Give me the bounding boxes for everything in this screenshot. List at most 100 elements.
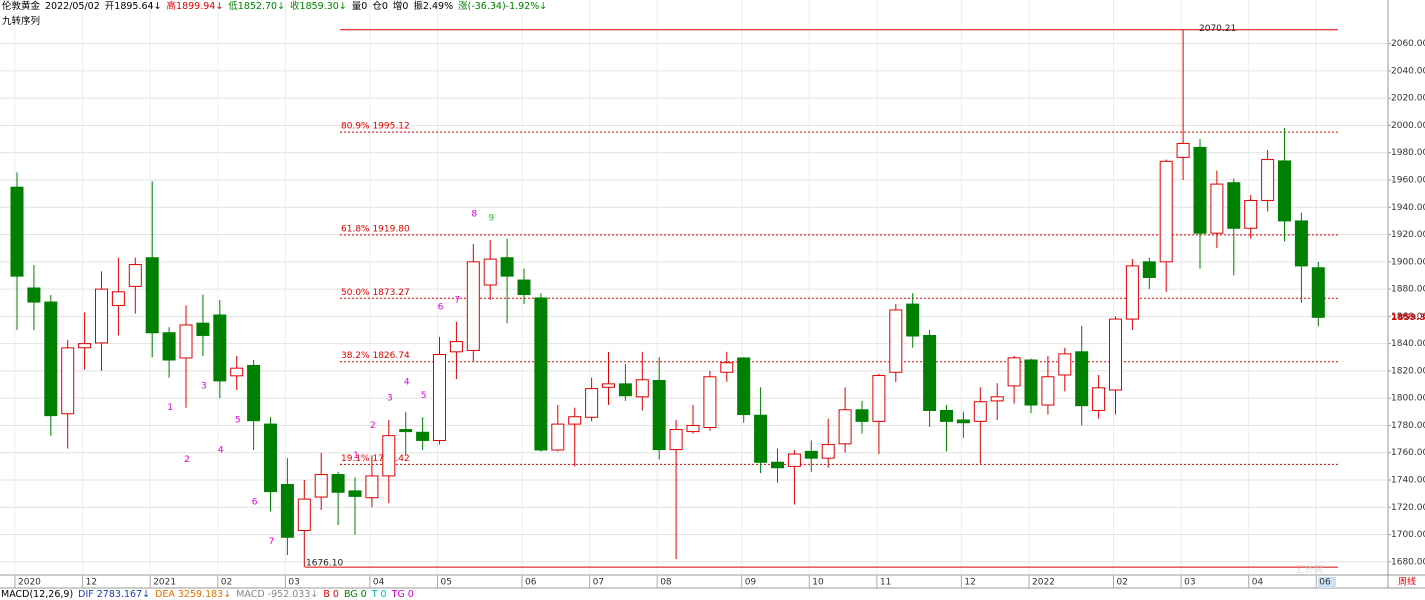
date-highlight [1318,577,1336,588]
y-tick-label: 1980.00 [1391,148,1425,158]
candle-body [500,257,514,277]
td-count: 8 [471,210,477,220]
td-count: 7 [455,295,461,305]
candle-body [382,435,396,477]
y-tick-label: 1960.00 [1391,176,1425,186]
candle-body [635,379,649,398]
candle-body [618,383,632,397]
candle-body [804,450,818,459]
candle-body [95,288,108,344]
candle-body [669,429,683,451]
candle-body [399,429,413,433]
td-count: 5 [421,391,427,401]
candle-body [1125,265,1139,320]
candle-body [956,419,970,424]
candle-body [787,453,801,467]
candle-body [297,498,311,531]
y-tick-label: 1940.00 [1391,203,1425,213]
x-tick-label: 02 [221,578,232,588]
candle-body [145,257,159,334]
candle-body [703,376,717,429]
quote-field: 仓0 [372,1,388,12]
candle-body [27,287,41,303]
quote-field: 低1852.70↓ [228,1,286,12]
td-count: 1 [353,451,359,461]
candle-body [652,379,666,451]
candle-body [1092,387,1106,411]
x-tick-label: 04 [1252,578,1264,588]
candle-body [1041,376,1055,406]
candle-body [1058,353,1072,376]
quote-header: 伦敦黄金 2022/05/02 开1895.64↓ 高1899.94↓ 低1852.70… [2,1,547,13]
td-count: 2 [370,421,376,431]
candle-body [247,364,261,422]
candle-body [585,388,599,418]
candle-body [314,474,328,498]
candle-body [1193,146,1207,234]
quote-field: 量0 [351,1,368,12]
period-label: 周线 [1398,576,1416,588]
x-tick-label: 02 [1117,578,1128,588]
macd-field: TG 0 [391,589,414,600]
x-tick-label: 04 [373,578,385,588]
x-tick-label: 03 [1184,578,1195,588]
candle-body [78,343,92,349]
candle-body [1227,182,1241,229]
fib-label: 80.9% 1995.12 [341,122,410,132]
y-tick-label: 1900.00 [1391,257,1425,267]
candle-body [602,383,615,388]
td-count: 6 [252,498,258,508]
candle-body [686,424,700,433]
candle-body [449,341,463,353]
candle-body [348,490,362,497]
x-tick-label: 11 [880,578,891,588]
x-tick-label: 12 [86,578,97,588]
y-tick-label: 1860.00 [1391,312,1425,322]
candle-body [1176,142,1190,158]
td-count: 6 [438,302,444,312]
indicator-name: 九转序列 [2,16,41,27]
macd-field: B 0 [323,589,339,600]
x-tick-label: 12 [964,578,975,588]
td-count: 1 [167,403,173,413]
candle-body [196,322,210,336]
candle-body [973,401,987,422]
candle-body [872,375,886,422]
x-tick-label: 2020 [18,578,41,588]
candle-body [720,362,734,373]
td-count: 3 [387,394,393,404]
candle-body [433,354,446,441]
y-tick-label: 1720.00 [1391,503,1425,513]
candle-body [61,347,75,415]
candle-body [179,324,193,359]
y-tick-label: 1740.00 [1391,476,1425,486]
candle-body [1244,199,1258,229]
candle-body [213,314,227,382]
y-tick-label: 1780.00 [1391,421,1425,431]
quote-field: 2022/05/02 [45,1,100,12]
candle-body [737,357,751,416]
x-tick-label: 09 [745,578,757,588]
candle-body [906,303,920,337]
candle-body [855,409,869,422]
candle-body [517,279,531,296]
candle-body [466,261,480,351]
macd-field: MACD(12,26,9) [1,589,74,600]
td-count: 5 [235,416,241,426]
candle-body [1075,351,1089,407]
candle-body [365,475,379,499]
quote-field: 涨(-36.34)-1.92%↓ [458,1,548,12]
x-tick-label: 10 [812,578,824,588]
y-tick-label: 1680.00 [1391,557,1425,567]
candle-body [44,301,58,417]
fib-label: 38.2% 1826.74 [341,351,410,361]
candle-body [1261,159,1275,201]
candle-body [1159,160,1173,263]
range-high-label: 2070.21 [1199,24,1236,34]
watermark: 汇外网 [1296,564,1323,576]
candle-body [551,423,565,451]
candle-body [568,416,582,425]
